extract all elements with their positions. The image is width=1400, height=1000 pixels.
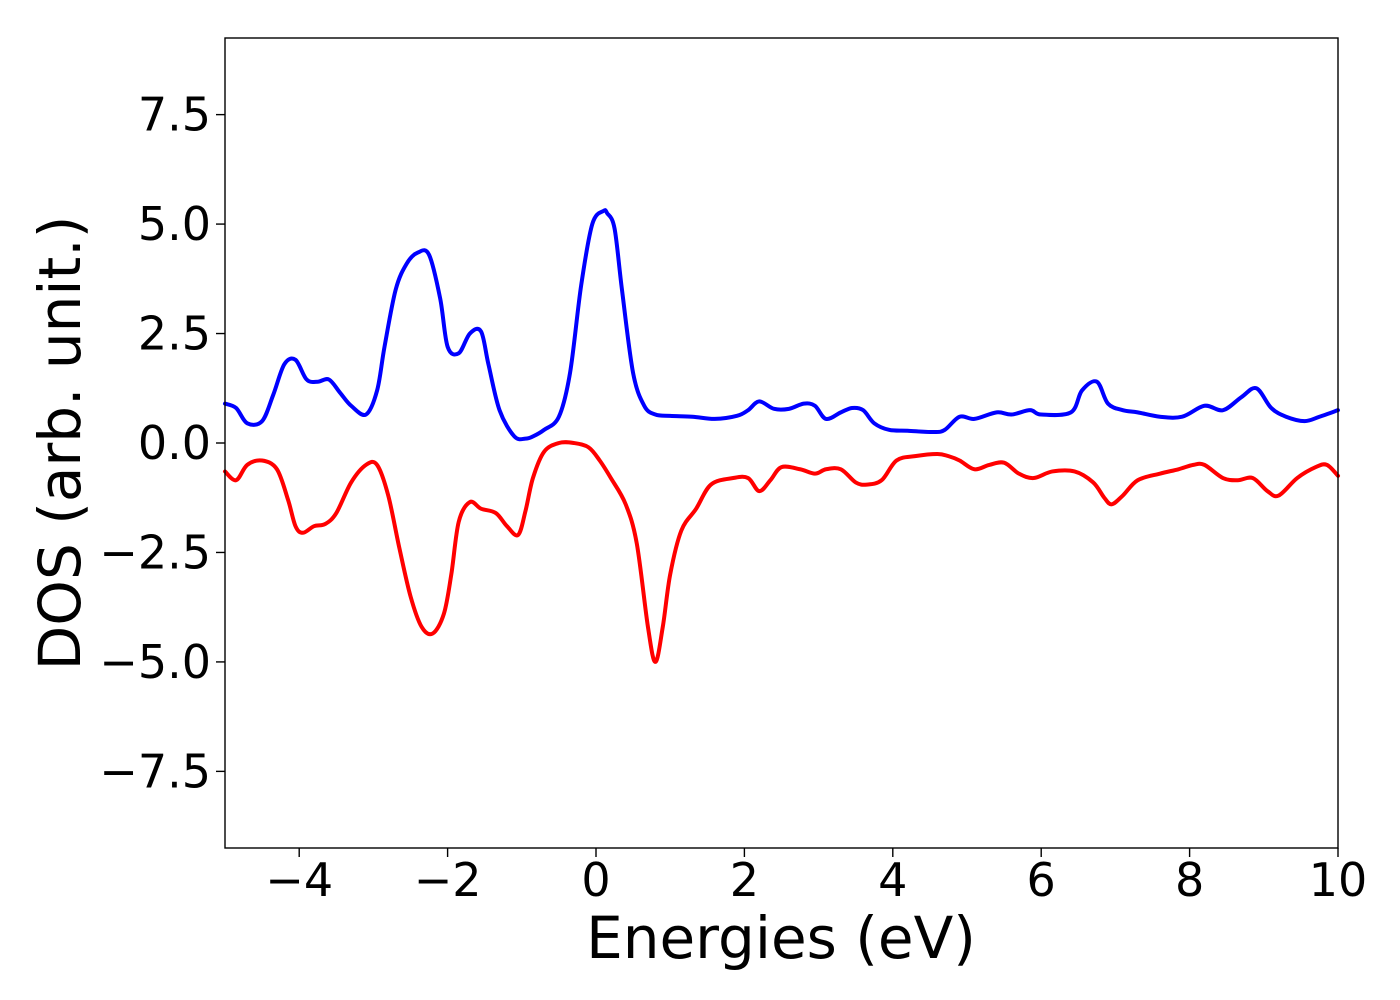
y-tick-label: 2.5: [138, 307, 211, 361]
y-tick-label: 0.0: [138, 416, 211, 470]
y-tick-label: 5.0: [138, 197, 211, 251]
plot-frame: [224, 37, 1339, 849]
y-tick-label: 7.5: [138, 88, 211, 142]
series-line-blue: [223, 208, 1340, 442]
series-line-red: [223, 440, 1340, 664]
y-axis-label: DOS (arb. unit.): [26, 216, 94, 671]
x-tick-label: 10: [1309, 853, 1368, 907]
ticks-layer: −4 −2 0 2 4 6 8 10 −7.5 −5.0 −2.5 0.0 2.5 5.0 7.5: [99, 88, 1367, 907]
x-tick-label: 4: [878, 853, 907, 907]
x-tick-label: 6: [1027, 853, 1056, 907]
y-tick-label: −2.5: [99, 525, 211, 579]
x-tick-label: 8: [1175, 853, 1204, 907]
x-tick-label: 2: [730, 853, 759, 907]
y-tick-label: −5.0: [99, 635, 211, 689]
y-tick-label: −7.5: [99, 744, 211, 798]
x-tick-label: 0: [581, 853, 610, 907]
x-tick-label: −2: [414, 853, 482, 907]
x-tick-label: −4: [265, 853, 333, 907]
series-layer: [223, 208, 1340, 664]
x-axis-label: Energies (eV): [586, 904, 976, 972]
